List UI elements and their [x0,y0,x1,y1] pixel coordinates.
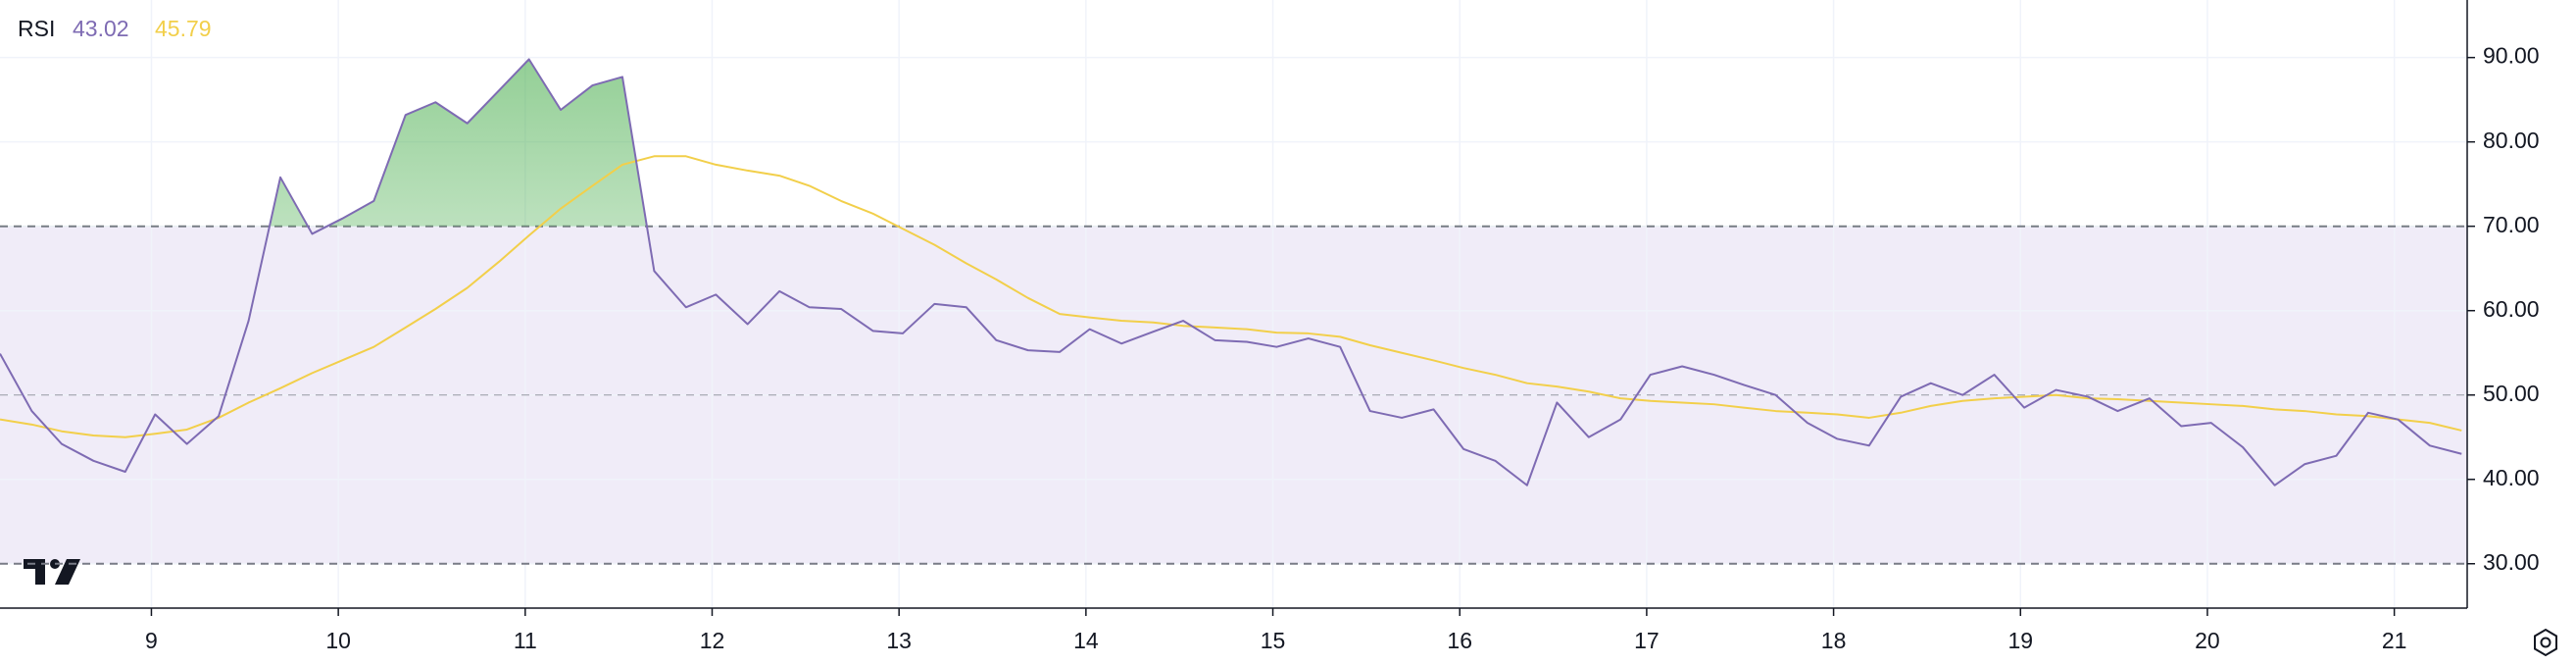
rsi-ma-line [0,155,2462,438]
rsi-value: 43.02 [73,16,129,41]
x-tick-label: 17 [1634,628,1660,653]
x-tick-label: 19 [2007,628,2033,653]
settings-icon[interactable] [2534,628,2557,657]
y-tick-label: 70.00 [2483,212,2540,237]
y-tick-label: 30.00 [2483,549,2540,575]
x-tick-label: 21 [2382,628,2407,653]
ma-value: 45.79 [155,16,212,41]
indicator-name: RSI [18,16,55,41]
x-tick-label: 12 [700,628,725,653]
x-tick-label: 16 [1447,628,1472,653]
x-tick-label: 15 [1261,628,1286,653]
x-tick-label: 18 [1821,628,1847,653]
y-tick-label: 90.00 [2483,43,2540,69]
y-tick-label: 80.00 [2483,128,2540,153]
overbought-fill [269,59,647,227]
y-tick-label: 50.00 [2483,381,2540,406]
rsi-line [0,58,2462,486]
x-tick-label: 10 [325,628,351,653]
x-tick-label: 9 [145,628,158,653]
y-tick-label: 40.00 [2483,465,2540,490]
y-tick-label: 60.00 [2483,296,2540,322]
x-tick-label: 11 [514,628,537,653]
x-tick-label: 13 [886,628,912,653]
x-tick-label: 14 [1073,628,1099,653]
x-tick-label: 20 [2195,628,2220,653]
